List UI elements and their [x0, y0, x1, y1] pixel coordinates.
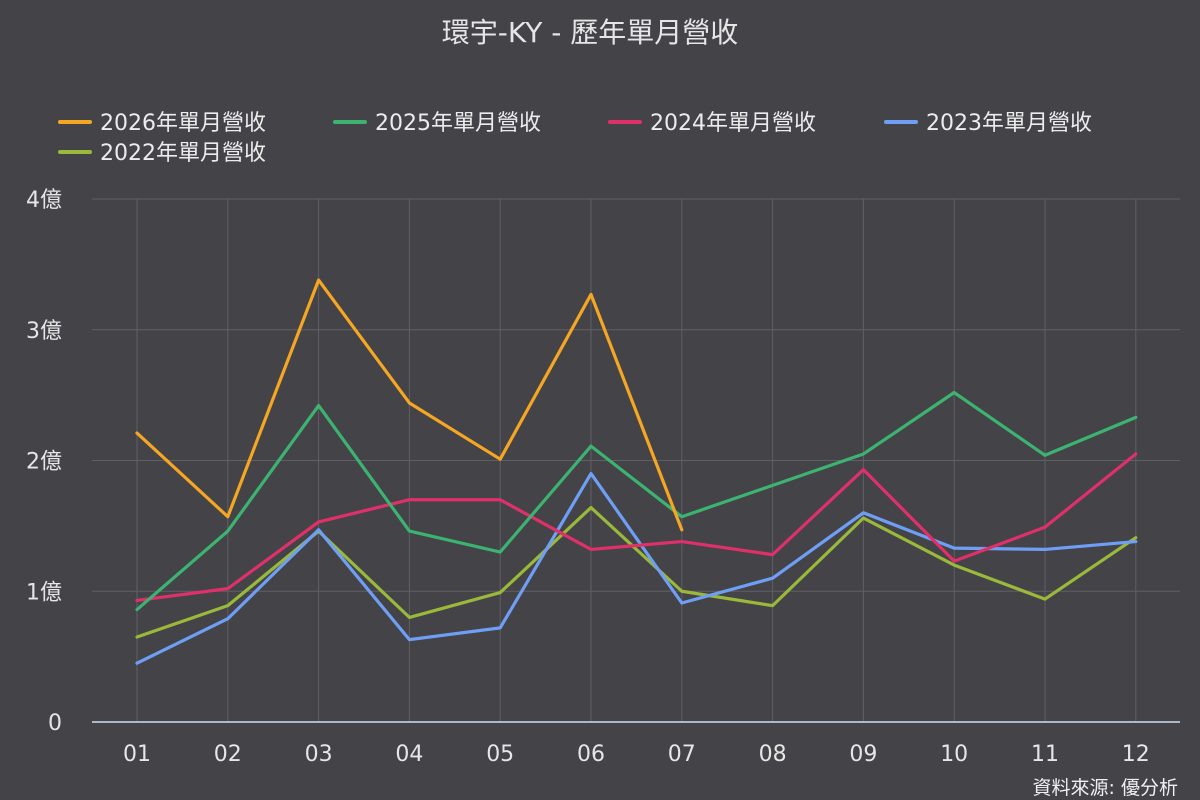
series-lines: [135, 278, 1138, 665]
series-line-2023年單月營收: [135, 471, 1138, 665]
legend-item[interactable]: 2024年單月營收: [608, 111, 816, 136]
series-line-2022年單月營收: [135, 505, 1138, 639]
y-axis-ticks: 0 1億 2億 3億 4億: [26, 188, 62, 736]
legend-label: 2023年單月營收: [926, 111, 1092, 136]
x-tick-label: 05: [486, 742, 514, 767]
source-note: 資料來源: 優分析: [1033, 777, 1178, 799]
grid: [92, 198, 1180, 722]
x-tick-label: 08: [759, 742, 787, 767]
legend-item[interactable]: 2025年單月營收: [333, 111, 541, 136]
legend-item[interactable]: 2022年單月營收: [58, 141, 266, 166]
y-tick-label: 2億: [26, 450, 62, 475]
legend-label: 2022年單月營收: [100, 141, 266, 166]
legend-label: 2026年單月營收: [100, 111, 266, 136]
x-tick-label: 07: [668, 742, 696, 767]
y-tick-label: 1億: [26, 580, 62, 605]
series-line-2024年單月營收: [135, 452, 1138, 603]
y-tick-label: 3億: [26, 319, 62, 344]
x-tick-label: 02: [214, 742, 242, 767]
x-tick-label: 06: [577, 742, 605, 767]
series-line-2026年單月營收: [135, 278, 684, 532]
legend-item[interactable]: 2023年單月營收: [884, 111, 1092, 136]
legend: 2026年單月營收 2025年單月營收 2024年單月營收 2023年單月營收 2022…: [58, 111, 1092, 166]
series-line-2025年單月營收: [135, 390, 1138, 612]
legend-item[interactable]: 2026年單月營收: [58, 111, 266, 136]
x-tick-label: 12: [1122, 742, 1150, 767]
x-tick-label: 09: [849, 742, 877, 767]
chart-title: 環宇-KY - 歷年單月營收: [442, 16, 738, 49]
x-tick-label: 04: [395, 742, 423, 767]
y-tick-label: 0: [48, 711, 62, 736]
x-axis-ticks: 01 02 03 04 05 06 07 08 09 10 11 12: [123, 742, 1150, 767]
x-tick-label: 03: [305, 742, 333, 767]
x-tick-label: 01: [123, 742, 151, 767]
x-tick-label: 10: [940, 742, 968, 767]
x-tick-label: 11: [1031, 742, 1059, 767]
legend-label: 2024年單月營收: [650, 111, 816, 136]
legend-label: 2025年單月營收: [375, 111, 541, 136]
y-tick-label: 4億: [26, 188, 62, 213]
